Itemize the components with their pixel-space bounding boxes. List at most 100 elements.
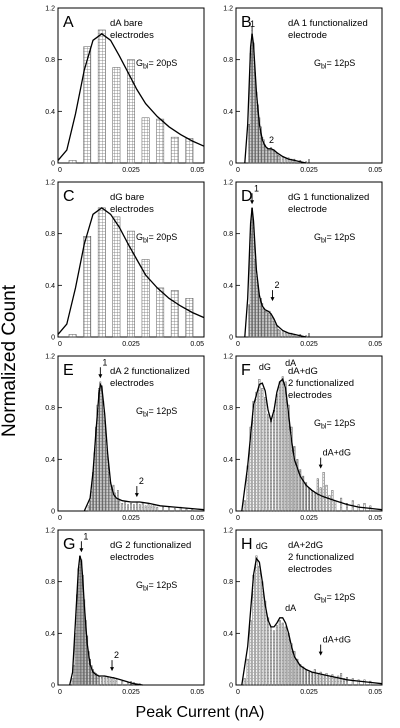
histogram-bar: [302, 475, 305, 512]
histogram-bar: [267, 313, 269, 338]
x-tick-label: 0.05: [368, 167, 382, 174]
histogram-bar: [287, 633, 290, 686]
histogram-bar: [170, 290, 179, 338]
histogram-bar: [299, 664, 302, 686]
histogram-bar: [102, 400, 105, 512]
histogram-bar: [92, 669, 94, 686]
histogram-bar: [246, 658, 249, 686]
histogram-bar: [325, 673, 328, 686]
peak-marker-label: 2: [269, 135, 274, 145]
panel-annotation: 2 functionalized: [288, 378, 354, 389]
panel-letter: C: [63, 188, 75, 205]
panel-annotation: electrodes: [110, 552, 154, 563]
panel-annotation: electrodes: [288, 564, 332, 575]
histogram-bar: [334, 500, 337, 512]
histogram-bar: [293, 651, 296, 686]
histogram-bar: [150, 505, 153, 512]
marker-arrowhead: [318, 464, 323, 469]
fit-curve: [69, 555, 143, 686]
histogram-bar: [89, 500, 91, 512]
histogram-bar: [251, 27, 253, 164]
gbl-label: Gbl= 12pS: [314, 58, 355, 71]
panel-annotation: dG 1 functionalized: [288, 192, 369, 203]
y-axis-label: Normalized Count: [0, 284, 20, 438]
histogram-bar: [258, 379, 261, 512]
x-tick-label: 0: [236, 167, 240, 174]
histogram-bar: [114, 492, 116, 512]
histogram-bar: [331, 674, 334, 686]
y-tick-label: 0.8: [45, 57, 55, 64]
y-tick-label: 1.2: [45, 354, 55, 361]
histogram-bar: [121, 680, 124, 686]
x-tick-label: 0.05: [190, 515, 204, 522]
fit-curve: [244, 33, 307, 164]
peak-marker-label: 1: [254, 183, 259, 193]
y-tick-label: 1.2: [223, 180, 233, 187]
histogram-bar: [284, 381, 287, 512]
histogram-bar: [264, 397, 267, 512]
histogram-bar: [262, 139, 265, 164]
histogram-bar: [281, 331, 284, 338]
histogram-bar: [264, 310, 267, 338]
peak-marker-label: dA: [285, 603, 296, 613]
y-tick-label: 1.2: [223, 354, 233, 361]
y-tick-label: 0: [229, 509, 233, 516]
histogram-bar: [117, 490, 119, 512]
histogram-bar: [268, 310, 271, 338]
y-tick-label: 1.2: [223, 6, 233, 13]
histogram-bar: [299, 469, 302, 512]
y-tick-label: 0.4: [223, 109, 233, 116]
histogram-bar: [277, 329, 280, 338]
histogram-bar: [267, 413, 270, 512]
histogram-bar: [305, 669, 308, 686]
y-tick-label: 0.4: [45, 283, 55, 290]
x-tick-label: 0.025: [122, 341, 140, 348]
panel-e: 0 0.4 0.8 1.2 0 0.025 0.05 E dA 2 functionalized…: [45, 354, 205, 522]
histogram-bar: [276, 326, 278, 338]
gbl-label: Gbl= 12pS: [314, 232, 355, 245]
panel-annotation: dA 1 functionalized: [288, 18, 368, 29]
histogram-bar: [319, 487, 322, 512]
y-tick-label: 0.8: [223, 405, 233, 412]
histogram-bar: [270, 314, 272, 338]
histogram-bar: [316, 673, 319, 686]
x-tick-label: 0: [58, 515, 62, 522]
panel-annotation: electrode: [288, 30, 327, 41]
histogram-bar: [357, 679, 360, 686]
histogram-bar: [264, 600, 267, 686]
histogram-bar: [121, 503, 124, 512]
histogram-bar: [73, 665, 75, 686]
histogram-bar: [313, 669, 316, 686]
x-tick-label: 0.025: [122, 167, 140, 174]
histogram-bar: [284, 626, 287, 686]
histogram-bar: [112, 484, 115, 512]
histogram-bar: [243, 678, 246, 686]
histogram-bar: [252, 400, 255, 512]
histogram-bar: [127, 682, 129, 686]
histogram-bar: [328, 495, 331, 512]
histogram-bar: [106, 677, 109, 686]
histogram-bar: [93, 671, 96, 686]
histogram-bar: [115, 497, 118, 512]
histogram-bar: [68, 334, 77, 338]
histogram-bar: [287, 404, 290, 512]
histogram-bar: [270, 147, 272, 164]
histogram-bar: [255, 391, 258, 512]
panel-letter: F: [241, 362, 251, 379]
x-tick-label: 0.025: [300, 341, 318, 348]
histogram-bar: [103, 675, 106, 686]
histogram-bar: [147, 504, 150, 512]
histogram-bar: [98, 675, 100, 686]
histogram-bar: [273, 151, 275, 164]
histogram-bar: [124, 501, 127, 512]
histogram-bar: [156, 287, 165, 338]
histogram-bar: [340, 497, 343, 512]
gbl-label: Gbl= 12pS: [314, 592, 355, 605]
peak-marker-label: 2: [275, 280, 280, 290]
histogram-bar: [287, 157, 290, 164]
x-tick-label: 0: [236, 515, 240, 522]
histogram-bar: [127, 59, 135, 164]
